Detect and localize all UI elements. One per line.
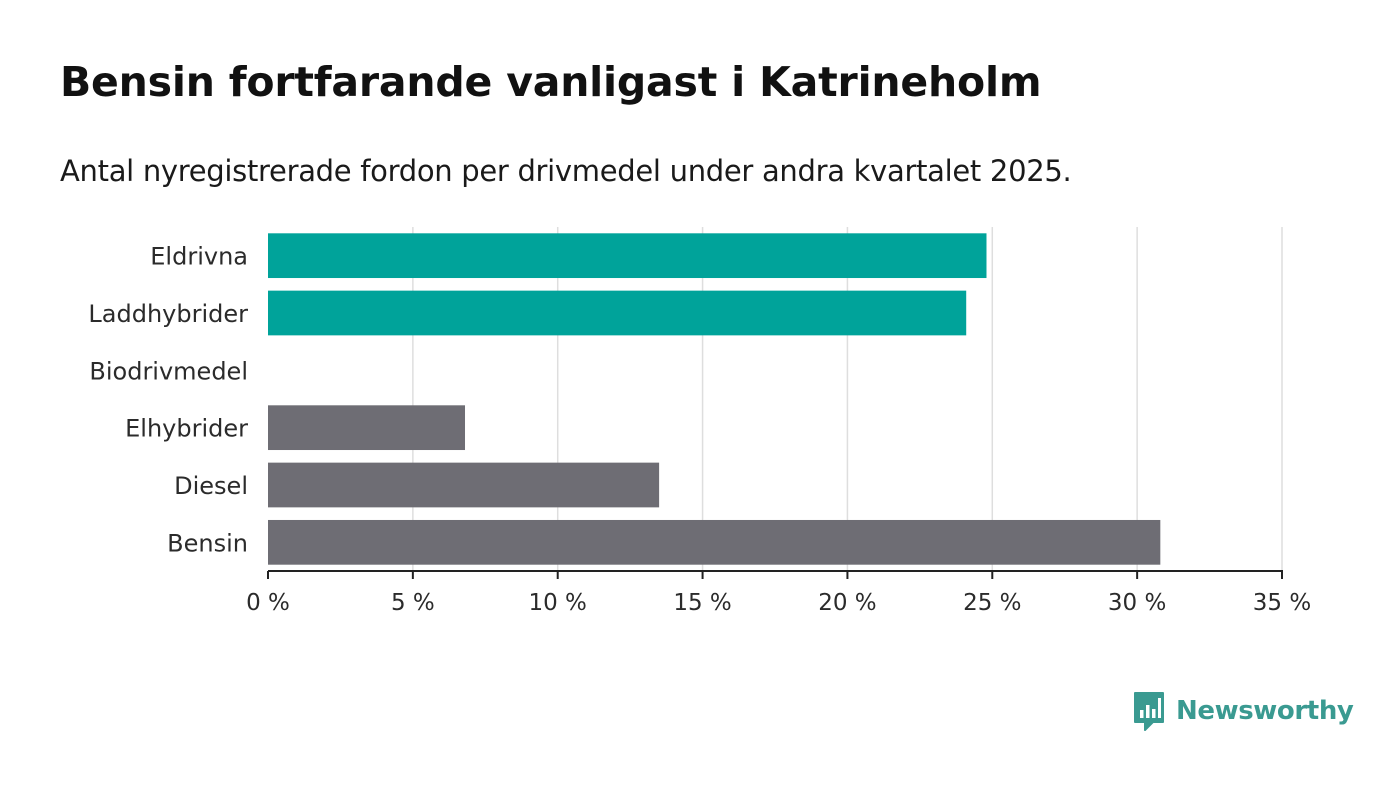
newsworthy-logo: Newsworthy bbox=[1132, 690, 1354, 732]
bar-diesel bbox=[268, 462, 660, 508]
bar-laddhybrider bbox=[268, 290, 967, 336]
category-label: Biodrivmedel bbox=[89, 357, 248, 385]
x-tick-label: 25 % bbox=[963, 590, 1021, 616]
x-tick-label: 5 % bbox=[391, 590, 435, 616]
chart-subtitle: Antal nyregistrerade fordon per drivmede… bbox=[60, 154, 1072, 188]
x-tick-label: 30 % bbox=[1108, 590, 1166, 616]
bar-bensin bbox=[268, 519, 1161, 565]
chart-title: Bensin fortfarande vanligast i Katrineho… bbox=[60, 58, 1042, 106]
x-tick-label: 35 % bbox=[1253, 590, 1311, 616]
category-label: Diesel bbox=[174, 472, 248, 500]
bar-elhybrider bbox=[268, 405, 466, 451]
x-tick-label: 0 % bbox=[246, 590, 290, 616]
x-tick-label: 15 % bbox=[673, 590, 731, 616]
category-label: Eldrivna bbox=[150, 243, 248, 271]
x-tick-label: 10 % bbox=[528, 590, 586, 616]
newsworthy-logo-icon bbox=[1134, 692, 1164, 731]
category-label: Elhybrider bbox=[125, 415, 248, 443]
category-label: Laddhybrider bbox=[88, 300, 248, 328]
logo-text: Newsworthy bbox=[1176, 696, 1354, 726]
x-tick-label: 20 % bbox=[818, 590, 876, 616]
category-label: Bensin bbox=[167, 529, 248, 557]
bar-chart: Eldrivna Laddhybrider Biodrivmedel Elhybrid… bbox=[88, 227, 1311, 616]
bar-eldrivna bbox=[268, 233, 987, 279]
